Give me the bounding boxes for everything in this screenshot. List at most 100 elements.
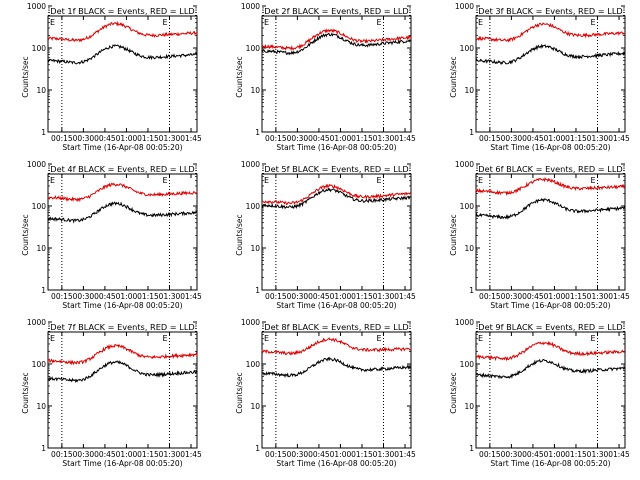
y-tick-label: 10: [464, 402, 474, 411]
y-tick-label: 1000: [455, 318, 474, 327]
y-axis-label: Counts/sec: [449, 372, 458, 413]
x-tick-label: 01:45: [608, 134, 630, 143]
plot-frame: [47, 15, 198, 133]
x-tick-label: 01:00: [330, 134, 352, 143]
marker-e-right: E: [376, 176, 381, 185]
lld-series-line: [475, 22, 626, 43]
marker-e-right: E: [376, 18, 381, 27]
events-series-line: [475, 358, 626, 380]
y-axis-label: Counts/sec: [21, 214, 30, 255]
y-tick-label: 1: [469, 444, 474, 453]
x-tick-label: 00:45: [94, 134, 116, 143]
x-tick-label: 00:30: [73, 134, 95, 143]
x-tick-label: 00:45: [522, 450, 544, 459]
y-tick-label: 1000: [241, 318, 260, 327]
events-series-line: [47, 201, 198, 224]
y-tick-label: 1000: [27, 2, 46, 11]
x-tick-label: 00:15: [51, 134, 73, 143]
plot-frame: [261, 331, 412, 449]
y-tick-label: 1000: [455, 2, 474, 11]
x-tick-label: 01:45: [394, 450, 416, 459]
x-tick-label: 01:45: [608, 292, 630, 301]
x-tick-label: 01:45: [394, 134, 416, 143]
y-tick-label: 100: [460, 202, 475, 211]
y-tick-label: 1000: [455, 160, 474, 169]
y-axis-label: Counts/sec: [235, 56, 244, 97]
x-axis-label: Start Time (16-Apr-08 00:05:20): [490, 143, 610, 152]
lld-series-line: [475, 176, 626, 197]
y-tick-label: 100: [246, 44, 261, 53]
x-tick-label: 00:30: [501, 450, 523, 459]
y-tick-label: 10: [36, 86, 46, 95]
lld-series-line: [475, 340, 626, 362]
y-tick-label: 100: [246, 202, 261, 211]
x-tick-label: 01:15: [565, 450, 587, 459]
x-tick-label: 00:45: [522, 134, 544, 143]
x-tick-label: 01:00: [116, 450, 138, 459]
x-tick-label: 00:15: [265, 292, 287, 301]
marker-e-left: E: [50, 18, 55, 27]
marker-e-left: E: [50, 334, 55, 343]
plot-frame: [47, 173, 198, 291]
y-tick-label: 100: [32, 360, 47, 369]
x-tick-label: 01:45: [180, 292, 202, 301]
x-axis-label: Start Time (16-Apr-08 00:05:20): [62, 301, 182, 310]
panel-title: Det 9f BLACK = Events, RED = LLD: [478, 322, 622, 332]
x-tick-label: 00:15: [479, 292, 501, 301]
y-tick-label: 100: [460, 44, 475, 53]
x-tick-label: 00:15: [265, 134, 287, 143]
marker-e-right: E: [162, 334, 167, 343]
x-tick-label: 01:30: [159, 134, 181, 143]
x-tick-label: 01:30: [373, 134, 395, 143]
x-tick-label: 01:30: [373, 292, 395, 301]
marker-e-left: E: [264, 334, 269, 343]
panel-det-3f: Det 3f BLACK = Events, RED = LLD 1 10 100 10…: [449, 2, 630, 152]
panel-det-8f: Det 8f BLACK = Events, RED = LLD 1 10 100 10…: [235, 318, 416, 468]
y-axis-label: Counts/sec: [21, 56, 30, 97]
y-tick-label: 1: [469, 128, 474, 137]
x-tick-label: 00:30: [73, 450, 95, 459]
x-tick-label: 01:00: [544, 292, 566, 301]
x-tick-label: 01:30: [587, 292, 609, 301]
y-axis-label: Counts/sec: [21, 372, 30, 413]
panel-title: Det 4f BLACK = Events, RED = LLD: [50, 164, 194, 174]
panel-det-6f: Det 6f BLACK = Events, RED = LLD 1 10 100 10…: [449, 160, 630, 310]
y-tick-label: 1000: [241, 2, 260, 11]
lld-series-line: [261, 337, 412, 356]
x-axis-label: Start Time (16-Apr-08 00:05:20): [62, 143, 182, 152]
x-tick-label: 01:45: [180, 134, 202, 143]
plot-frame: [261, 173, 412, 291]
x-axis-label: Start Time (16-Apr-08 00:05:20): [276, 459, 396, 468]
x-tick-label: 00:15: [265, 450, 287, 459]
events-series-line: [47, 44, 198, 65]
x-tick-label: 00:30: [501, 134, 523, 143]
x-tick-label: 01:30: [159, 292, 181, 301]
plot-frame: [47, 331, 198, 449]
y-tick-label: 100: [32, 202, 47, 211]
panel-title: Det 1f BLACK = Events, RED = LLD: [50, 6, 194, 16]
x-tick-label: 01:30: [373, 450, 395, 459]
y-axis-label: Counts/sec: [449, 214, 458, 255]
plot-frame: [261, 15, 412, 133]
x-axis-label: Start Time (16-Apr-08 00:05:20): [490, 459, 610, 468]
x-tick-label: 00:15: [479, 450, 501, 459]
y-tick-label: 1: [41, 444, 46, 453]
y-tick-label: 1: [255, 128, 260, 137]
x-tick-label: 01:15: [137, 134, 159, 143]
y-tick-label: 10: [464, 244, 474, 253]
x-tick-label: 01:45: [608, 450, 630, 459]
x-tick-label: 00:45: [308, 292, 330, 301]
panel-det-7f: Det 7f BLACK = Events, RED = LLD 1 10 100 10…: [21, 318, 202, 468]
x-tick-label: 01:45: [180, 450, 202, 459]
x-axis-label: Start Time (16-Apr-08 00:05:20): [276, 301, 396, 310]
marker-e-left: E: [264, 176, 269, 185]
x-tick-label: 01:30: [159, 450, 181, 459]
plot-frame: [475, 15, 626, 133]
x-tick-label: 00:45: [308, 450, 330, 459]
marker-e-right: E: [162, 176, 167, 185]
events-series-line: [475, 43, 626, 66]
panel-det-4f: Det 4f BLACK = Events, RED = LLD 1 10 100 10…: [21, 160, 202, 310]
y-tick-label: 1: [41, 128, 46, 137]
panel-det-9f: Det 9f BLACK = Events, RED = LLD 1 10 100 10…: [449, 318, 630, 468]
